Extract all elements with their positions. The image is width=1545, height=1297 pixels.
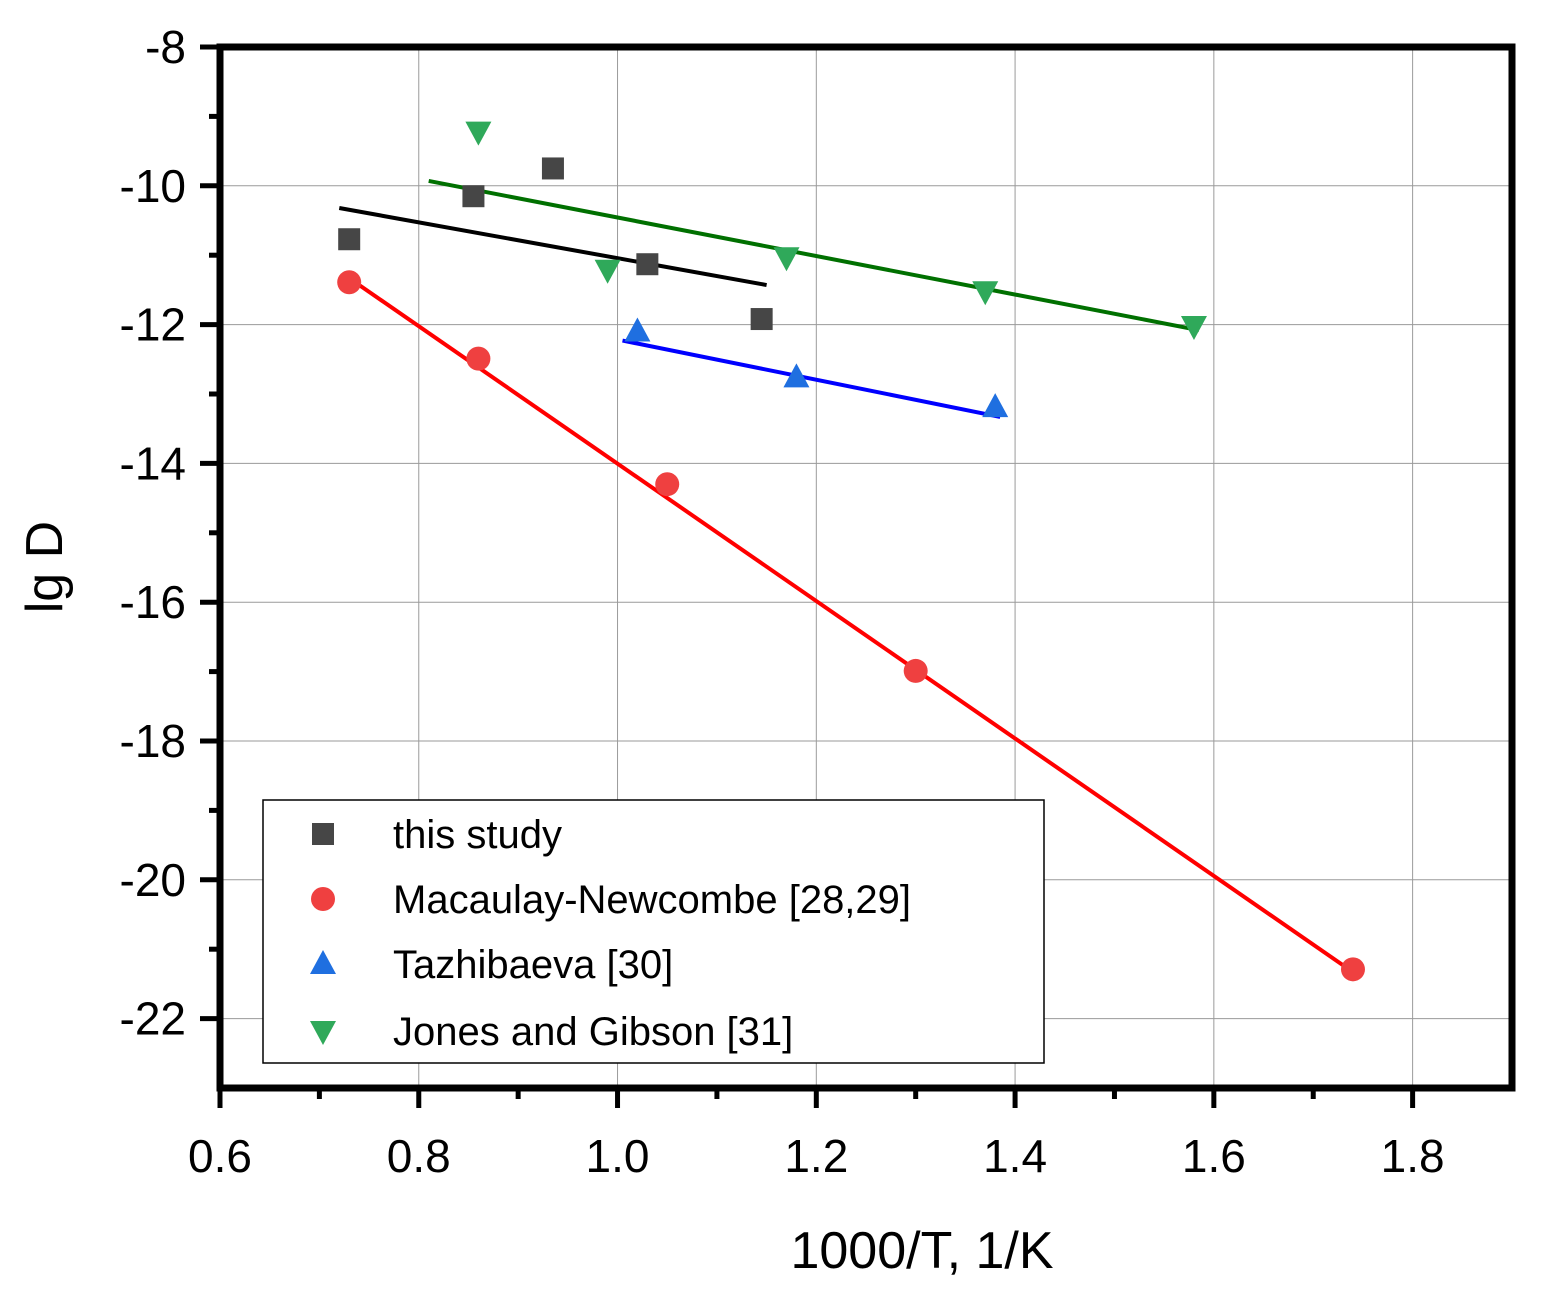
fit-line (622, 338, 1001, 419)
plot-frame (216, 43, 1516, 1092)
fit-line (428, 178, 1200, 333)
data-point (972, 281, 999, 306)
axis-ticks (200, 44, 1416, 1108)
y-tick-label: -22 (120, 993, 186, 1045)
data-point (783, 363, 810, 388)
x-tick-label: 1.2 (784, 1130, 848, 1182)
data-point (655, 472, 680, 497)
legend-label: Tazhibaeva [30] (393, 943, 673, 987)
legend-label: Jones and Gibson [31] (393, 1010, 793, 1054)
data-point (594, 259, 621, 284)
x-tick-label: 0.8 (387, 1130, 451, 1182)
data-point (903, 658, 928, 683)
legend: this study Macaulay-Newcombe [28,29] Tazhi… (262, 799, 1045, 1064)
x-tick-label: 1.0 (586, 1130, 650, 1182)
data-point (982, 393, 1009, 418)
y-tick-label: -10 (120, 160, 186, 212)
y-tick-label: -16 (120, 576, 186, 628)
data-point (462, 185, 485, 208)
legend-marker (310, 1021, 336, 1045)
data-point (466, 346, 491, 371)
data-point (338, 228, 361, 251)
data-point (337, 270, 362, 295)
legend-marker (310, 950, 336, 974)
fit-line (338, 206, 767, 288)
legend-label: this study (393, 813, 562, 857)
tick-labels: 0.6 0.8 1.0 1.2 1.4 1.6 1.8 -8 -10 -12 -14 -16 -18 -2… (120, 21, 1445, 1182)
x-axis-title: 1000/T, 1/K (790, 1222, 1053, 1280)
legend-marker (311, 887, 335, 911)
x-tick-label: 1.8 (1381, 1130, 1445, 1182)
data-point (636, 253, 659, 276)
x-tick-label: 1.6 (1182, 1130, 1246, 1182)
data-markers (337, 121, 1365, 982)
data-point (624, 317, 651, 342)
data-point (1340, 957, 1365, 982)
fit-lines (338, 178, 1355, 974)
y-tick-label: -20 (120, 854, 186, 906)
y-axis-title: lg D (16, 521, 74, 613)
y-tick-label: -18 (120, 715, 186, 767)
y-tick-label: -8 (145, 21, 186, 73)
y-tick-label: -14 (120, 437, 186, 489)
data-point (773, 247, 800, 272)
x-tick-label: 1.4 (983, 1130, 1047, 1182)
legend-box (262, 799, 1045, 1064)
data-point (750, 308, 773, 331)
data-point (541, 157, 564, 180)
legend-marker (312, 823, 334, 845)
data-point (1180, 315, 1207, 340)
x-tick-label: 0.6 (188, 1130, 252, 1182)
y-tick-label: -12 (120, 299, 186, 351)
data-point (465, 121, 492, 146)
fit-line (348, 276, 1355, 974)
legend-label: Macaulay-Newcombe [28,29] (393, 878, 911, 922)
